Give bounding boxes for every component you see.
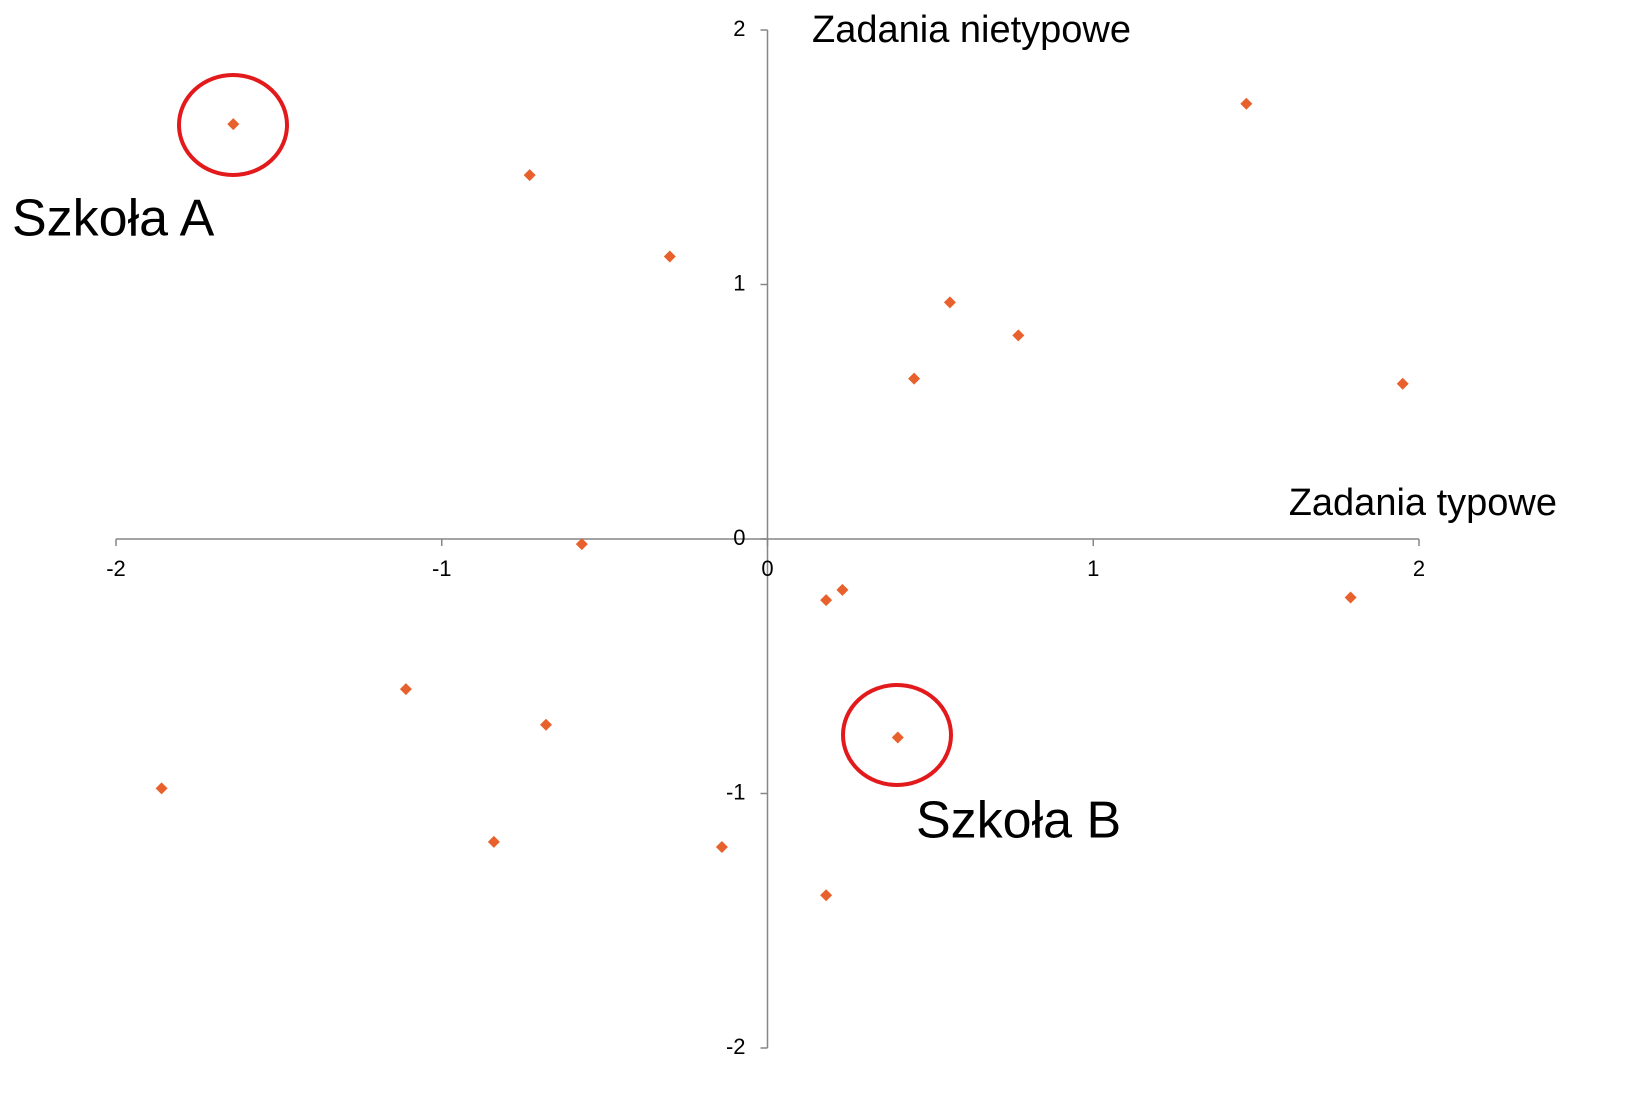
x-axis-title: Zadania typowe — [1289, 482, 1557, 524]
point — [1012, 329, 1025, 342]
point — [487, 835, 500, 848]
point — [663, 250, 676, 263]
point — [539, 718, 552, 731]
point — [523, 169, 536, 182]
highlight-circle — [841, 683, 953, 787]
y-tick-label: -2 — [726, 1034, 746, 1059]
highlight-circle — [177, 73, 289, 177]
point — [715, 840, 728, 853]
point — [836, 583, 849, 596]
point — [908, 372, 921, 385]
point — [820, 889, 833, 902]
y-tick-label: 1 — [733, 270, 745, 295]
point — [227, 118, 240, 131]
x-tick-label: 1 — [1087, 556, 1099, 581]
annotation: Szkoła A — [12, 190, 215, 248]
point — [820, 594, 833, 607]
y-tick-label: 2 — [733, 16, 745, 41]
y-tick-label: -1 — [726, 779, 746, 804]
y-axis-title: Zadania nietypowe — [812, 9, 1131, 51]
x-tick-label: -1 — [432, 556, 452, 581]
x-tick-label: 0 — [761, 556, 773, 581]
point — [943, 296, 956, 309]
point — [399, 683, 412, 696]
point — [155, 782, 168, 795]
point — [891, 731, 904, 744]
point — [1344, 591, 1357, 604]
point — [1240, 97, 1253, 110]
annotation: Szkoła B — [916, 792, 1121, 850]
x-tick-label: -2 — [106, 556, 126, 581]
x-tick-label: 2 — [1413, 556, 1425, 581]
y-tick-label: 0 — [733, 525, 745, 550]
point — [1396, 377, 1409, 390]
point — [575, 538, 588, 551]
